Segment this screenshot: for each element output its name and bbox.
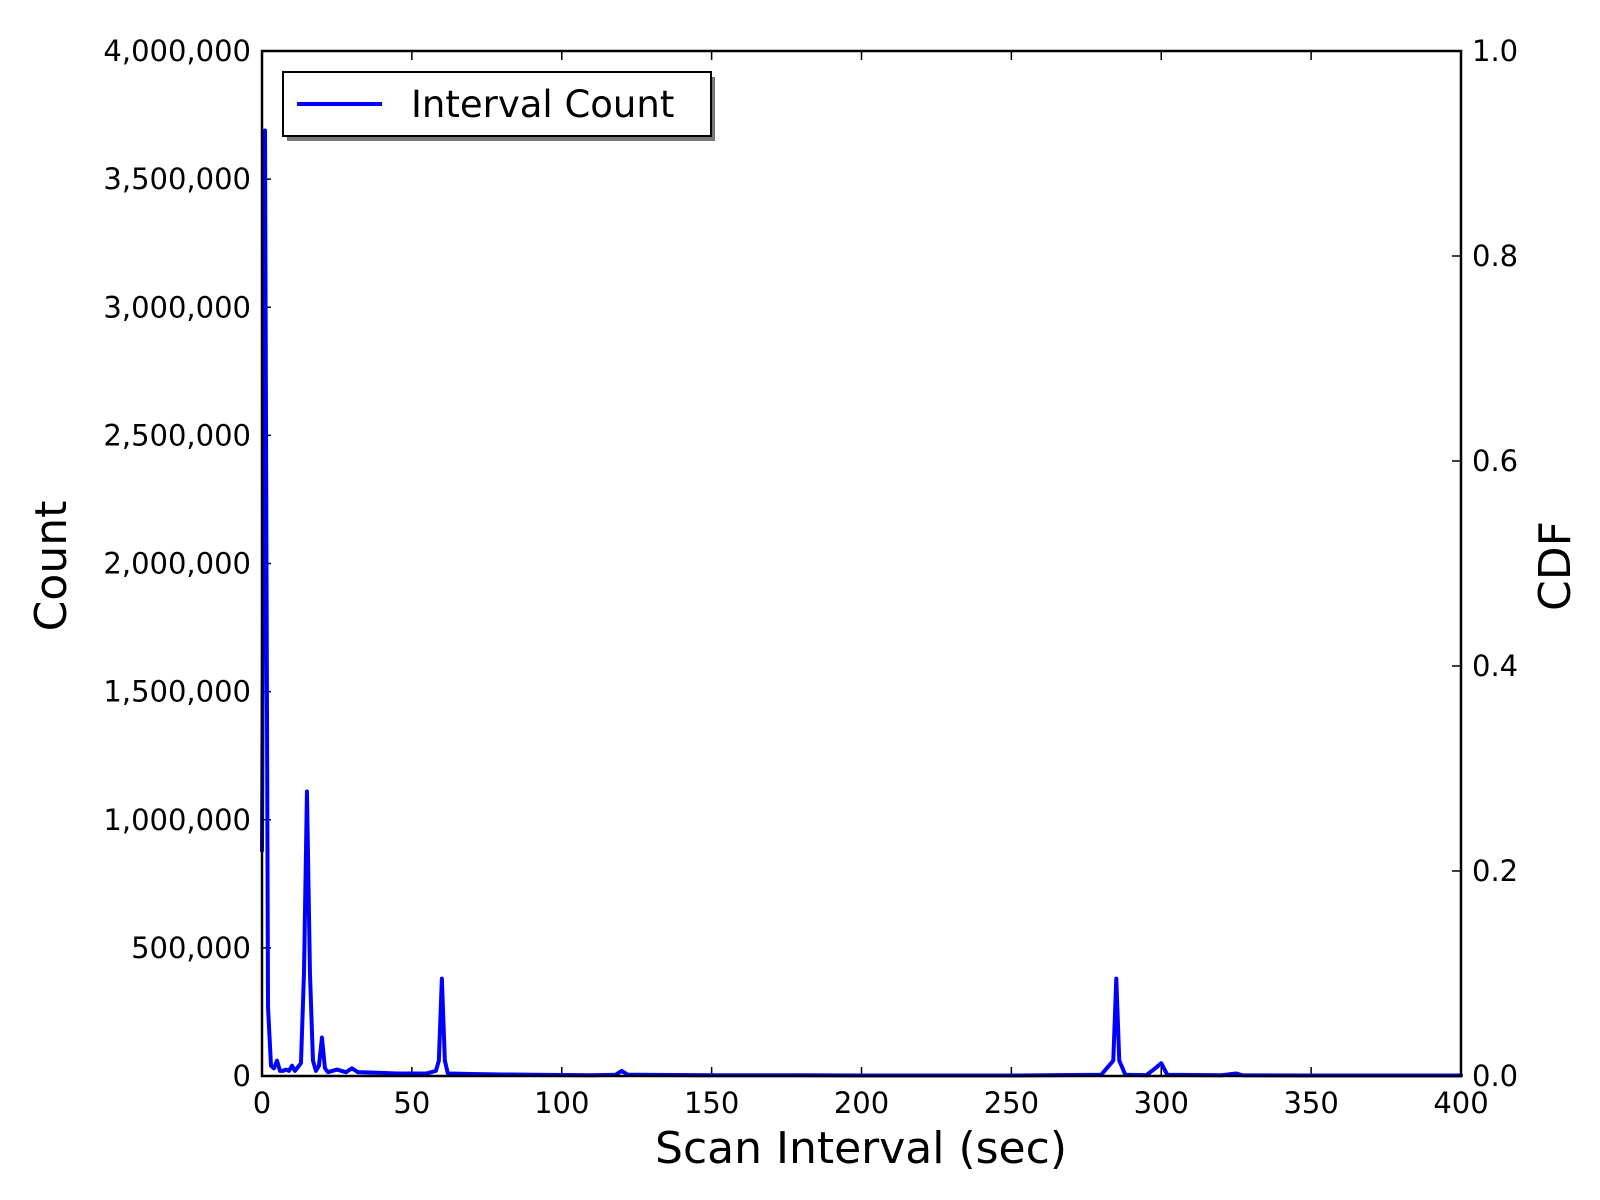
y2-tick-label: 0.0 [1472, 1059, 1518, 1093]
y2-axis-title: CDF [1530, 521, 1581, 611]
x-tick-label: 50 [393, 1086, 430, 1120]
y-tick-label: 2,500,000 [103, 418, 251, 452]
x-tick-label: 100 [534, 1086, 589, 1120]
x-tick-label: 400 [1433, 1086, 1488, 1120]
series-layer [260, 128, 1463, 1078]
series-line-interval-count [260, 128, 1463, 1078]
y-tick-label: 4,000,000 [103, 34, 251, 68]
legend-label-interval-count: Interval Count [411, 83, 674, 126]
y2-tick-label: 0.8 [1472, 239, 1518, 273]
y2-tick-label: 0.2 [1472, 854, 1518, 888]
x-tick-label: 300 [1134, 1086, 1189, 1120]
x-tick-label: 200 [834, 1086, 889, 1120]
y2-tick-label: 1.0 [1472, 34, 1518, 68]
y-tick-label: 1,500,000 [103, 675, 251, 709]
x-tick-label: 0 [253, 1086, 271, 1120]
y2-tick-label: 0.4 [1472, 649, 1518, 683]
legend: Interval Count [282, 71, 715, 141]
x-tick-label: 350 [1283, 1086, 1338, 1120]
y-tick-label: 3,000,000 [103, 290, 251, 324]
x-tick-label: 150 [684, 1086, 739, 1120]
y2-tick-label: 0.6 [1472, 444, 1518, 478]
tick-layer: 0 50 100 150 200 250 300 350 400 0 500,000 1,000,00… [103, 34, 1518, 1120]
x-axis-title: Scan Interval (sec) [655, 1123, 1067, 1174]
y-tick-label: 3,500,000 [103, 162, 251, 196]
y-axis-title: Count [26, 501, 77, 632]
x-tick-label: 250 [984, 1086, 1039, 1120]
y-tick-label: 0 [233, 1059, 251, 1093]
plot-area-frame [260, 49, 1463, 1078]
y-tick-label: 500,000 [131, 931, 251, 965]
y-tick-label: 1,000,000 [103, 803, 251, 837]
y-tick-label: 2,000,000 [103, 547, 251, 581]
